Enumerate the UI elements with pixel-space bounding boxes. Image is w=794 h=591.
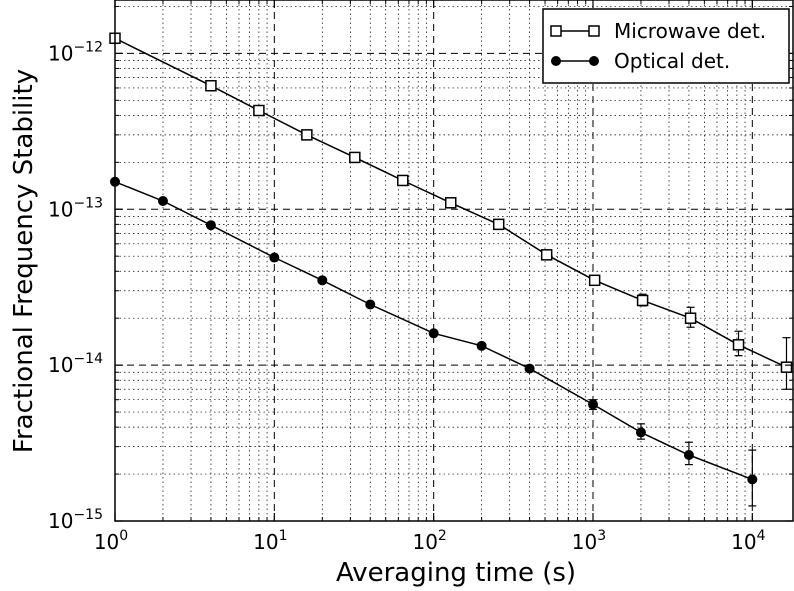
- legend-marker-circle-right: [589, 56, 599, 66]
- x-tick-exponent: 3: [597, 528, 606, 544]
- data-point-optical: [524, 363, 535, 374]
- series-line-microwave: [114, 37, 787, 368]
- data-point-optical: [428, 328, 439, 339]
- data-point-optical: [683, 450, 694, 461]
- plot-frame: [114, 0, 794, 522]
- x-tick-exponent: 4: [757, 528, 766, 544]
- data-point-microwave: [397, 174, 409, 187]
- axis-ticks: [114, 0, 793, 522]
- data-point-microwave: [253, 104, 265, 117]
- data-point-optical: [205, 220, 216, 231]
- legend-entry-optical: Optical det.: [551, 49, 730, 73]
- y-tick-exponent: −12: [73, 39, 103, 55]
- legend-entry-microwave: Microwave det.: [550, 19, 766, 43]
- data-point-optical: [635, 427, 646, 438]
- data-point-microwave: [732, 339, 745, 351]
- legend-marker-square-left: [550, 25, 562, 37]
- data-point-microwave: [684, 312, 697, 324]
- series-layer: [109, 32, 793, 507]
- legend-marker-circle-left: [551, 56, 561, 66]
- data-point-microwave: [444, 197, 457, 209]
- data-point-microwave: [780, 361, 793, 373]
- data-point-optical: [587, 399, 598, 410]
- y-tick-exponent: −13: [73, 195, 103, 211]
- data-point-microwave: [349, 151, 361, 164]
- data-point-microwave: [205, 79, 217, 92]
- data-point-optical: [365, 299, 376, 310]
- series-microwave: [109, 32, 793, 390]
- x-tick-exponent: 2: [438, 528, 447, 544]
- y-tick-exponent: −15: [73, 507, 103, 523]
- data-point-optical: [747, 474, 758, 485]
- data-point-optical: [317, 275, 328, 286]
- series-optical: [110, 176, 758, 507]
- data-point-optical: [269, 252, 280, 263]
- legend: Microwave det. Optical det.: [542, 8, 790, 84]
- x-tick-label: 102: [412, 528, 446, 554]
- y-axis-label: Fractional Frequency Stability: [9, 69, 39, 453]
- minor-grid: [115, 0, 793, 521]
- x-tick-exponent: 1: [279, 528, 288, 544]
- data-point-microwave: [540, 249, 553, 261]
- legend-label-microwave: Microwave det.: [614, 19, 766, 43]
- legend-box: [542, 8, 790, 84]
- x-tick-exponent: 0: [119, 528, 128, 544]
- data-point-microwave: [636, 294, 649, 307]
- data-point-microwave: [492, 218, 505, 231]
- x-axis-label: Averaging time (s): [336, 558, 576, 588]
- data-point-optical: [157, 195, 168, 206]
- data-point-microwave: [588, 274, 601, 287]
- y-tick-exponent: −14: [73, 351, 103, 367]
- legend-marker-square-right: [588, 25, 600, 37]
- data-point-microwave: [301, 129, 313, 141]
- data-point-optical: [476, 340, 487, 351]
- legend-label-optical: Optical det.: [614, 49, 730, 73]
